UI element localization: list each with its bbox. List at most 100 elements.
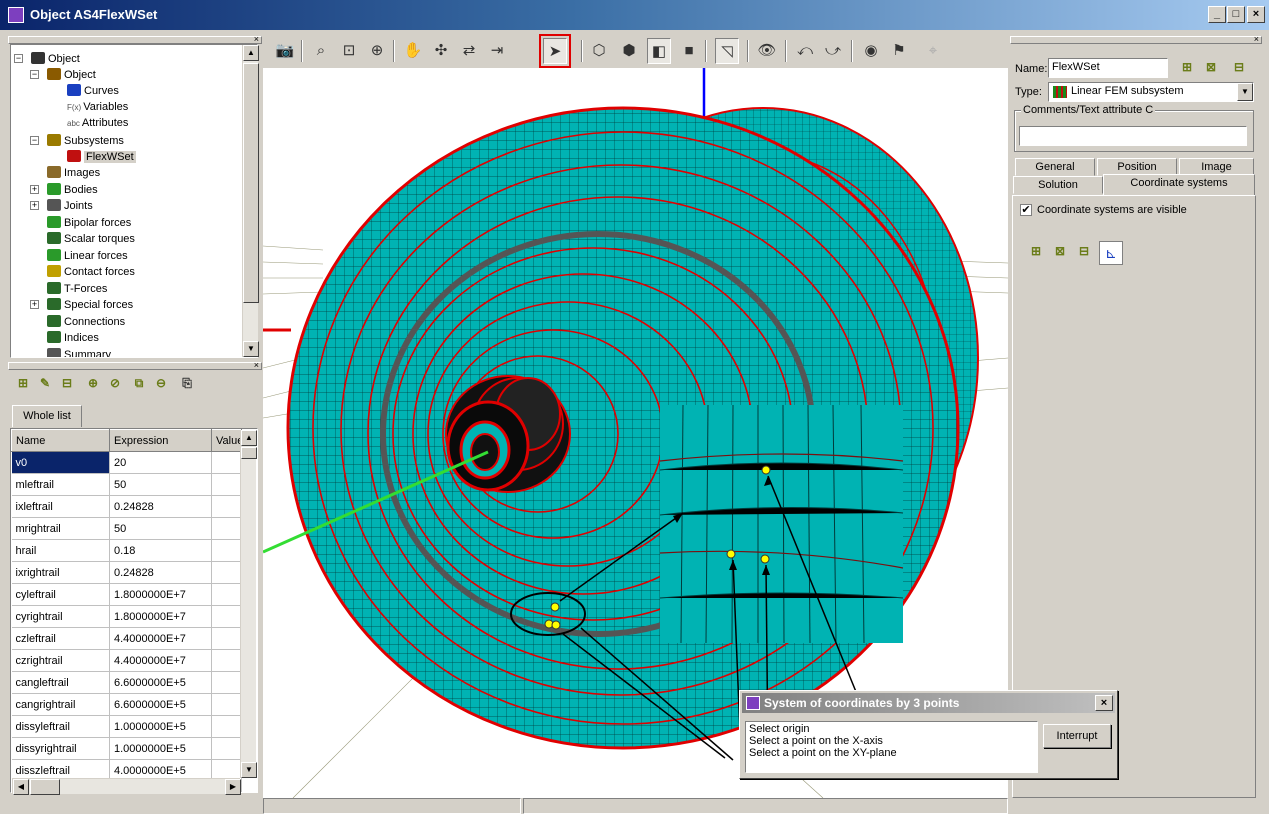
tree-item[interactable]: Connections <box>47 314 125 330</box>
variable-name-cell[interactable]: czleftrail <box>11 627 110 650</box>
expand-icon[interactable]: + <box>30 200 39 210</box>
shaded-icon[interactable]: ◧ <box>647 38 671 64</box>
slide-icon[interactable]: ⇥ <box>490 42 504 59</box>
table-row[interactable]: mrightrail 50 <box>11 517 242 540</box>
hidden-line-icon[interactable]: ⬢ <box>622 42 636 59</box>
variable-value-cell[interactable] <box>211 627 242 650</box>
variable-name-cell[interactable]: cangrightrail <box>11 693 110 716</box>
copy-coordinate-system-icon[interactable]: ⊠ <box>1054 244 1066 258</box>
variable-name-cell[interactable]: hrail <box>11 539 110 562</box>
tab-position[interactable]: Position <box>1097 158 1177 176</box>
tree-item[interactable]: Images <box>47 165 100 181</box>
variable-name-cell[interactable]: dissyrightrail <box>11 737 110 760</box>
table-row[interactable]: dissyleftrail 1.0000000E+5 <box>11 715 242 738</box>
variable-value-cell[interactable] <box>211 561 242 584</box>
scroll-up-icon[interactable]: ▲ <box>241 430 257 446</box>
tree-item[interactable]: Indices <box>47 330 99 346</box>
table-row[interactable]: cyrightrail 1.8000000E+7 <box>11 605 242 628</box>
scroll-right-icon[interactable]: ▶ <box>225 779 241 795</box>
variables-table[interactable]: Name Expression Value v0 20 mleftrail 50 ixl… <box>10 428 258 793</box>
tree-item[interactable]: abc Attributes <box>67 115 128 131</box>
collapse-icon[interactable]: − <box>14 53 23 63</box>
variable-value-cell[interactable] <box>211 671 242 694</box>
table-row[interactable]: hrail 0.18 <box>11 539 242 562</box>
tree-item[interactable]: T-Forces <box>47 281 107 297</box>
expand-icon[interactable]: + <box>30 299 39 309</box>
tree-item[interactable]: Summary <box>47 347 111 357</box>
table-row[interactable]: czrightrail 4.4000000E+7 <box>11 649 242 672</box>
table-row[interactable]: ixleftrail 0.24828 <box>11 495 242 518</box>
variable-name-cell[interactable]: mrightrail <box>11 517 110 540</box>
table-row[interactable]: dissyrightrail 1.0000000E+5 <box>11 737 242 760</box>
expand-icon[interactable]: + <box>30 184 39 194</box>
panel-close-icon[interactable]: × <box>253 34 259 44</box>
rotate-axis-icon[interactable]: ⇄ <box>462 42 476 59</box>
dialog-title[interactable]: System of coordinates by 3 points <box>742 693 1115 713</box>
zoom-point-icon[interactable]: ⊕ <box>370 42 384 59</box>
maximize-button[interactable]: □ <box>1227 6 1245 23</box>
pan-hand-icon[interactable]: ✋ <box>403 42 423 59</box>
tree-item[interactable]: Contact forces <box>47 264 135 280</box>
variable-expression-cell[interactable]: 4.4000000E+7 <box>109 627 212 650</box>
scroll-down-icon[interactable]: ▼ <box>241 762 257 778</box>
variable-name-cell[interactable]: czrightrail <box>11 649 110 672</box>
tree-item[interactable]: Object <box>31 51 80 67</box>
variable-expression-cell[interactable]: 6.6000000E+5 <box>109 693 212 716</box>
table-row[interactable]: v0 20 <box>11 451 242 474</box>
table-row[interactable]: cangleftrail 6.6000000E+5 <box>11 671 242 694</box>
table-hscrollbar[interactable]: ◀ ▶ <box>12 778 241 795</box>
collapse-icon[interactable]: − <box>30 69 39 79</box>
panel-close-icon[interactable]: × <box>1253 34 1259 44</box>
table-row[interactable]: mleftrail 50 <box>11 473 242 496</box>
scroll-up-icon[interactable]: ▲ <box>243 45 259 61</box>
camera-icon[interactable]: 📷 <box>275 42 295 59</box>
copy-icon[interactable]: ⧉ <box>134 376 144 390</box>
table-row[interactable]: ixrightrail 0.24828 <box>11 561 242 584</box>
variable-value-cell[interactable] <box>211 473 242 496</box>
variable-name-cell[interactable]: cangleftrail <box>11 671 110 694</box>
panel-close-icon[interactable]: × <box>253 360 259 370</box>
tree-item[interactable]: Bodies <box>47 182 98 198</box>
solid-icon[interactable]: ■ <box>684 42 694 59</box>
zoom-region-icon[interactable]: ⌕ <box>316 42 326 59</box>
variable-expression-cell[interactable]: 0.24828 <box>109 495 212 518</box>
variable-value-cell[interactable] <box>211 715 242 738</box>
variable-value-cell[interactable] <box>211 539 242 562</box>
select-pointer-icon[interactable]: ➤ <box>539 34 571 68</box>
collapse-icon[interactable]: − <box>30 135 39 145</box>
chevron-down-icon[interactable]: ▼ <box>1237 83 1253 101</box>
tree-item[interactable]: Bipolar forces <box>47 215 131 231</box>
tree-item[interactable]: Special forces <box>47 297 133 313</box>
paste-icon[interactable]: ⎘ <box>182 376 192 390</box>
scroll-left-icon[interactable]: ◀ <box>13 779 29 795</box>
tab-general[interactable]: General <box>1015 158 1095 176</box>
eye-icon[interactable]: 👁 <box>757 42 777 59</box>
tab-whole-list[interactable]: Whole list <box>12 405 82 427</box>
variable-value-cell[interactable] <box>211 583 242 606</box>
tree-scrollbar[interactable]: ▲ ▼ <box>242 45 259 357</box>
variable-name-cell[interactable]: ixleftrail <box>11 495 110 518</box>
tree-item[interactable]: Scalar torques <box>47 231 135 247</box>
close-button[interactable]: × <box>1247 6 1265 23</box>
variable-name-cell[interactable]: cyrightrail <box>11 605 110 628</box>
column-header-value[interactable]: Value <box>211 429 242 452</box>
perspective-icon[interactable]: ◹ <box>715 38 739 64</box>
object-tree[interactable]: Object − Object − Curves F(x) Variables abc Attr… <box>10 44 258 358</box>
variable-name-cell[interactable]: cyleftrail <box>11 583 110 606</box>
variable-value-cell[interactable] <box>211 495 242 518</box>
title-bar[interactable]: Object AS4FlexWSet _ □ × <box>0 0 1269 30</box>
tab-coordinate-systems[interactable]: Coordinate systems <box>1103 174 1255 196</box>
tab-solution[interactable]: Solution <box>1013 176 1103 194</box>
tree-item[interactable]: Linear forces <box>47 248 128 264</box>
table-vscrollbar[interactable]: ▲ ▼ <box>240 430 257 778</box>
dialog-close-button[interactable]: × <box>1095 695 1113 711</box>
scroll-thumb[interactable] <box>241 447 257 459</box>
zoom-in-icon[interactable]: ⤺ <box>796 42 814 59</box>
variable-expression-cell[interactable]: 1.8000000E+7 <box>109 583 212 606</box>
variable-expression-cell[interactable]: 50 <box>109 517 212 540</box>
remove-item-icon[interactable]: ⊟ <box>1233 60 1245 74</box>
remove-coordinate-system-icon[interactable]: ⊟ <box>1078 244 1090 258</box>
column-header-expression[interactable]: Expression <box>109 429 212 452</box>
tree-item[interactable]: F(x) Variables <box>67 99 128 115</box>
variable-expression-cell[interactable]: 4.4000000E+7 <box>109 649 212 672</box>
